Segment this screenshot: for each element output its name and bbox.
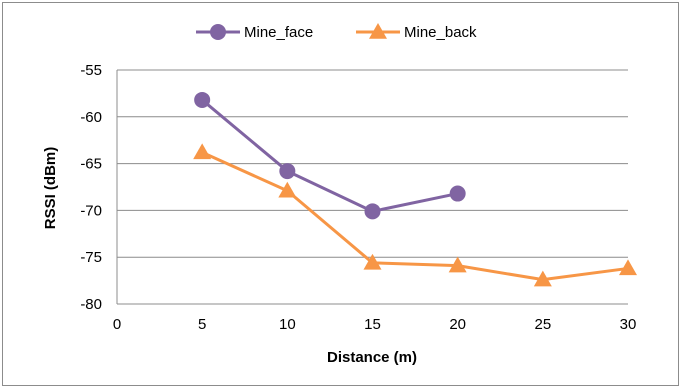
y-tick-label: -65 — [80, 156, 102, 173]
x-tick-label: 15 — [364, 316, 381, 333]
legend: Mine_face Mine_back — [196, 23, 477, 41]
legend-item: Mine_face — [196, 24, 313, 41]
x-tick-label: 30 — [620, 316, 637, 333]
legend-item: Mine_back — [356, 23, 477, 41]
data-point-marker — [448, 256, 467, 273]
data-point-marker — [533, 270, 552, 287]
legend-label: Mine_back — [404, 24, 477, 41]
x-tick-label: 10 — [279, 316, 296, 333]
data-point-marker — [363, 253, 382, 270]
legend-swatch-marker — [369, 23, 387, 39]
y-tick-label: -80 — [80, 296, 102, 313]
y-axis-title: RSSI (dBm) — [42, 147, 59, 230]
x-tick-label: 20 — [449, 316, 466, 333]
x-tick-label: 0 — [113, 316, 121, 333]
legend-swatch-marker — [210, 24, 226, 40]
data-point-marker — [619, 259, 637, 276]
y-tick-label: -55 — [80, 62, 102, 79]
data-point-marker — [279, 163, 296, 180]
data-point-marker — [278, 181, 297, 198]
series — [193, 91, 637, 287]
y-tick-labels: -55 -60 -65 -70 -75 -80 — [80, 62, 102, 313]
y-tick-label: -70 — [80, 202, 102, 219]
x-axis-title: Distance (m) — [327, 349, 417, 366]
x-tick-labels: 0 5 10 15 20 25 30 — [113, 316, 637, 333]
x-tick-label: 25 — [534, 316, 551, 333]
y-tick-label: -60 — [80, 109, 102, 126]
series-line — [201, 98, 458, 213]
series-mine-face — [194, 91, 466, 220]
chart-frame — [2, 2, 679, 386]
series-line — [201, 151, 629, 282]
legend-label: Mine_face — [244, 24, 313, 41]
data-point-marker — [449, 185, 466, 202]
y-tick-label: -75 — [80, 249, 102, 266]
x-tick-label: 5 — [198, 316, 206, 333]
data-point-marker — [194, 91, 211, 108]
data-point-marker — [193, 143, 212, 160]
series-mine-back — [193, 143, 637, 287]
data-point-marker — [364, 203, 381, 220]
